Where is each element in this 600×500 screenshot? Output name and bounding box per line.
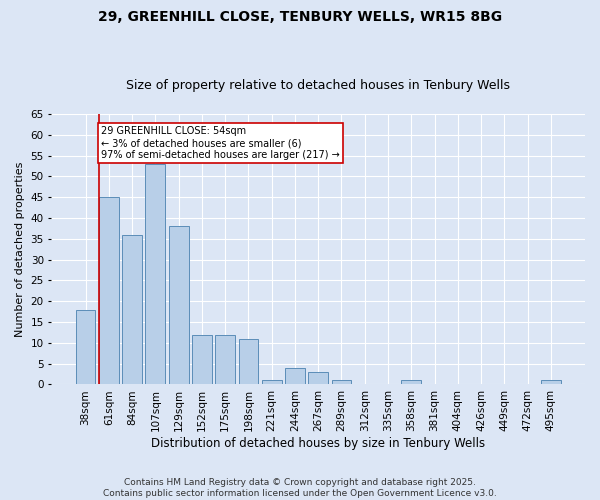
Bar	[122, 234, 142, 384]
X-axis label: Distribution of detached houses by size in Tenbury Wells: Distribution of detached houses by size …	[151, 437, 485, 450]
Bar	[332, 380, 352, 384]
Bar	[285, 368, 305, 384]
Bar	[169, 226, 188, 384]
Text: 29, GREENHILL CLOSE, TENBURY WELLS, WR15 8BG: 29, GREENHILL CLOSE, TENBURY WELLS, WR15…	[98, 10, 502, 24]
Text: Contains HM Land Registry data © Crown copyright and database right 2025.
Contai: Contains HM Land Registry data © Crown c…	[103, 478, 497, 498]
Bar	[262, 380, 281, 384]
Bar	[239, 338, 259, 384]
Y-axis label: Number of detached properties: Number of detached properties	[15, 162, 25, 337]
Bar	[192, 334, 212, 384]
Bar	[99, 197, 119, 384]
Title: Size of property relative to detached houses in Tenbury Wells: Size of property relative to detached ho…	[126, 79, 510, 92]
Bar	[401, 380, 421, 384]
Bar	[541, 380, 561, 384]
Bar	[308, 372, 328, 384]
Bar	[215, 334, 235, 384]
Bar	[145, 164, 165, 384]
Text: 29 GREENHILL CLOSE: 54sqm
← 3% of detached houses are smaller (6)
97% of semi-de: 29 GREENHILL CLOSE: 54sqm ← 3% of detach…	[101, 126, 340, 160]
Bar	[76, 310, 95, 384]
